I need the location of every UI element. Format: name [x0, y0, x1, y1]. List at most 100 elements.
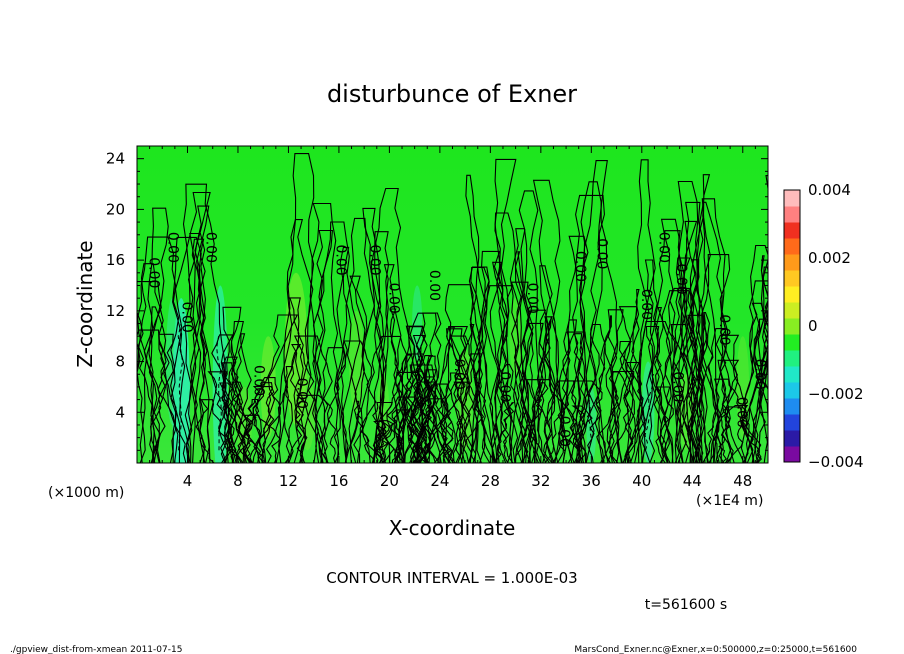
contour-line [640, 307, 672, 463]
contour-line [438, 326, 468, 463]
x-tick-label: 24 [430, 472, 449, 490]
x-tick-label: 40 [632, 472, 651, 490]
contour-line [695, 198, 735, 463]
contour-line [526, 309, 547, 463]
colorbar-tick-label: 0.004 [808, 181, 851, 199]
contour-line [389, 308, 404, 463]
contour-line [438, 326, 471, 463]
contour-line [285, 344, 308, 463]
contour-line [397, 354, 428, 463]
contour-label: 0.00 [293, 378, 309, 409]
negative-contour [177, 323, 184, 451]
colorbar-swatch [784, 302, 800, 319]
x-tick-label: 28 [481, 472, 500, 490]
contour-line [406, 376, 454, 463]
contour-line [571, 333, 587, 463]
field-anomaly [166, 298, 179, 425]
colorbar-swatch [784, 446, 800, 463]
negative-contour [585, 386, 592, 438]
contour-label: 0.00 [673, 264, 689, 295]
contour-line [137, 236, 180, 463]
contour-line [336, 217, 375, 463]
contour-line [706, 378, 762, 463]
contour-line [495, 402, 515, 463]
colorbar-frame [783, 189, 801, 463]
contour-line [336, 246, 353, 463]
contour-line [494, 212, 530, 463]
contour-label: 0.00 [734, 397, 750, 428]
contour-line [715, 334, 745, 463]
colorbar-swatch [784, 382, 800, 399]
contour-line [699, 312, 720, 463]
contour-line [554, 194, 609, 463]
colorbar-tick-label: 0.002 [808, 249, 851, 267]
x-axis-label: X-coordinate [389, 516, 516, 540]
contour-line [601, 371, 630, 463]
x-tick-label: 4 [183, 472, 193, 490]
colorbar-swatch [784, 350, 800, 367]
contour-line [532, 179, 568, 463]
colorbar-swatch [784, 366, 800, 383]
contour-line [362, 207, 387, 463]
contour-label: 0.00 [426, 270, 442, 301]
contour-interval-label: CONTOUR INTERVAL = 1.000E-03 [326, 569, 577, 587]
contour-line [282, 297, 309, 463]
x-tick-label: 8 [233, 472, 243, 490]
contour-line [604, 309, 624, 463]
contour-line [312, 229, 333, 463]
contour-line [353, 400, 384, 463]
contour-line [624, 361, 647, 463]
x-unit-right: (×1E4 m) [696, 493, 763, 509]
contour-line [616, 289, 640, 463]
x-tick-label: 36 [582, 472, 601, 490]
contour-line [673, 257, 698, 463]
contour-line [137, 281, 162, 463]
contour-line [575, 160, 608, 463]
x-tick-label: 44 [683, 472, 702, 490]
contour-label: 0.00 [178, 302, 194, 333]
y-tick-label: 4 [115, 403, 125, 421]
colorbar-swatch [784, 286, 800, 303]
contour-label: 0.00 [524, 283, 540, 314]
contour-line [520, 382, 550, 463]
x-tick-label: 12 [279, 472, 298, 490]
contour-label: 0.00 [751, 359, 767, 390]
contour-line [422, 355, 438, 463]
contour-line [182, 183, 240, 463]
contour-line [510, 281, 537, 463]
contour-line [568, 235, 595, 463]
colorbar-swatch [784, 222, 800, 239]
contour-line [293, 335, 333, 463]
field-anomaly [509, 298, 522, 375]
colorbar-ticks: 0.004 0.002 0 −0.002 −0.004 [808, 181, 864, 471]
contour-line [720, 406, 763, 463]
contour-line [606, 306, 640, 463]
contour-line [489, 261, 510, 463]
contour-line [741, 318, 768, 463]
contour-line [749, 175, 768, 463]
contour-label: 0.00 [669, 371, 685, 402]
colorbar-tick-label: −0.002 [808, 385, 864, 403]
contour-line [440, 284, 482, 463]
contour-label: 0.00 [367, 245, 383, 276]
contour-line [294, 394, 337, 463]
y-tick-label: 12 [106, 302, 125, 320]
contour-line [255, 314, 299, 463]
contour-line [644, 259, 670, 463]
contour-line [688, 254, 732, 463]
contour-line [309, 202, 340, 463]
colorbar-tick-label: 0 [808, 317, 818, 335]
contour-line [571, 405, 593, 463]
contour-line [344, 275, 371, 463]
x-tick-label: 48 [733, 472, 752, 490]
contour-label: 0.00 [165, 232, 181, 263]
contour-line [312, 221, 361, 463]
x-unit-left: (×1000 m) [48, 485, 124, 501]
contour-line [743, 266, 768, 463]
contour-label: 0.00 [497, 371, 513, 402]
contour-line [509, 228, 530, 463]
x-tick-label: 16 [329, 472, 348, 490]
contour-line [382, 396, 420, 463]
contour-label: 0.00 [638, 289, 654, 320]
